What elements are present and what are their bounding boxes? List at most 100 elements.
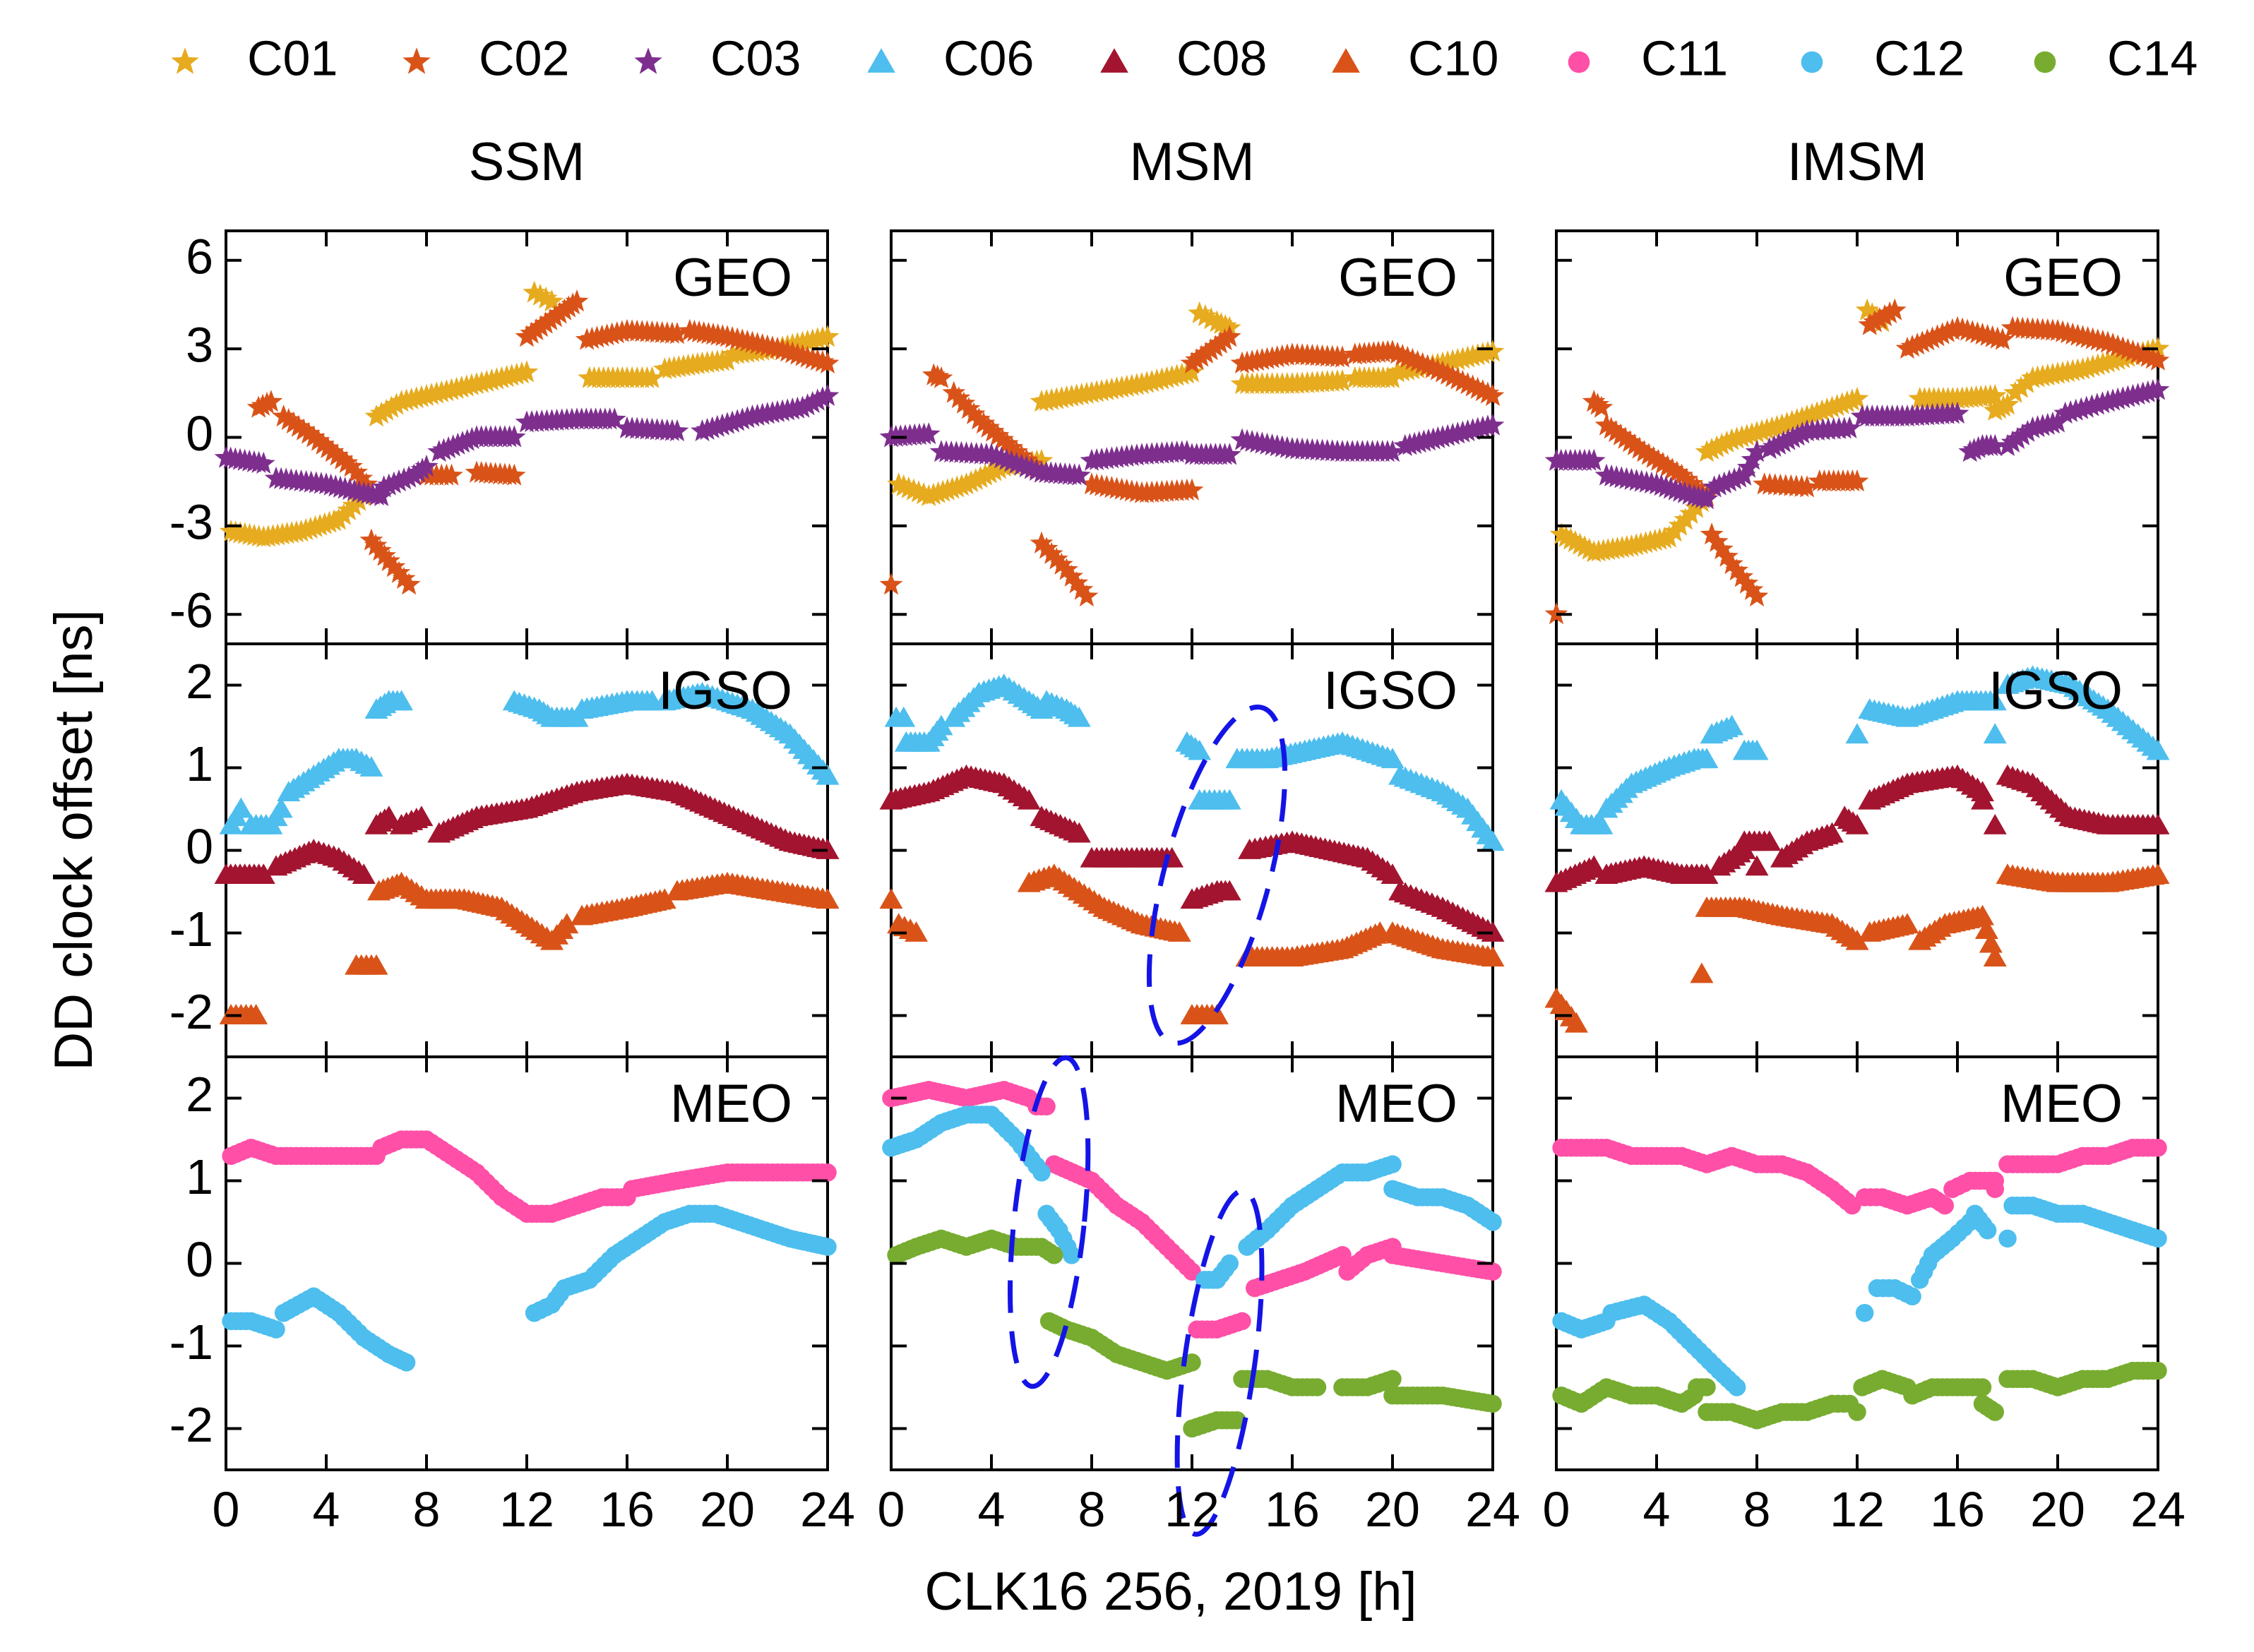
data-point bbox=[1381, 863, 1405, 884]
panel-label-igso: IGSO bbox=[1323, 661, 1457, 721]
highlight-ellipse-2 bbox=[1174, 1187, 1265, 1537]
data-point bbox=[335, 450, 359, 473]
data-point bbox=[1745, 739, 1769, 760]
data-point bbox=[1594, 413, 1618, 436]
data-point bbox=[1745, 855, 1769, 876]
data-point bbox=[1233, 1312, 1251, 1331]
data-point bbox=[2146, 863, 2170, 884]
legend-label-c14: C14 bbox=[2107, 30, 2198, 85]
series-c03 bbox=[1544, 378, 2170, 510]
x-tick-label: 4 bbox=[1643, 1482, 1671, 1537]
data-point bbox=[364, 954, 388, 975]
panel-data-2-0 bbox=[222, 1130, 837, 1372]
panel-data-2-1 bbox=[882, 1081, 1502, 1438]
data-point bbox=[1845, 386, 1869, 409]
data-point bbox=[665, 419, 689, 442]
series-c03 bbox=[879, 413, 1505, 486]
data-point bbox=[1858, 313, 1882, 335]
data-point bbox=[1199, 307, 1223, 330]
data-point bbox=[1971, 904, 1994, 926]
data-point bbox=[1845, 813, 1869, 834]
x-tick-label: 20 bbox=[700, 1482, 755, 1537]
data-point bbox=[1618, 430, 1642, 453]
legend-item-c08: C08 bbox=[1100, 30, 1267, 85]
data-point bbox=[392, 566, 416, 589]
panel-data-0-2 bbox=[1544, 298, 2170, 625]
data-point bbox=[523, 280, 547, 303]
legend-item-c01: C01 bbox=[171, 30, 338, 85]
data-point bbox=[269, 797, 293, 818]
data-point bbox=[1646, 448, 1670, 471]
data-point bbox=[359, 756, 383, 777]
data-point bbox=[1217, 325, 1241, 347]
data-point bbox=[251, 451, 275, 474]
data-point bbox=[1330, 345, 1354, 368]
y-tick-label: -6 bbox=[169, 583, 213, 638]
y-tick-label: 3 bbox=[186, 318, 213, 373]
data-point bbox=[1217, 880, 1241, 901]
data-point bbox=[1883, 298, 1907, 321]
legend-marker-c01 bbox=[171, 47, 199, 74]
data-point bbox=[1330, 369, 1354, 392]
data-point bbox=[1936, 1196, 1954, 1215]
data-point bbox=[292, 418, 316, 441]
data-point bbox=[1637, 443, 1661, 465]
series-c06 bbox=[219, 681, 840, 834]
data-point bbox=[1481, 383, 1505, 406]
data-point bbox=[440, 463, 463, 486]
series-c10 bbox=[219, 871, 840, 1024]
data-point bbox=[259, 390, 283, 412]
data-point bbox=[1586, 393, 1609, 415]
data-point bbox=[1730, 565, 1754, 587]
data-point bbox=[1067, 463, 1091, 486]
legend-label-c11: C11 bbox=[1641, 30, 1728, 85]
y-tick-label: 1 bbox=[186, 736, 213, 791]
data-point bbox=[1983, 813, 2007, 834]
data-point bbox=[816, 325, 840, 347]
data-point bbox=[1623, 433, 1647, 455]
data-point bbox=[287, 414, 311, 437]
data-point bbox=[2003, 381, 2027, 403]
data-point bbox=[1983, 383, 2007, 406]
data-point bbox=[1727, 1378, 1746, 1396]
data-point bbox=[1860, 302, 1884, 325]
x-tick-label: 12 bbox=[1164, 1482, 1220, 1537]
data-point bbox=[377, 806, 401, 827]
data-point bbox=[1188, 301, 1212, 323]
data-point bbox=[374, 398, 398, 421]
data-point bbox=[1715, 544, 1739, 567]
data-point bbox=[1383, 1155, 1402, 1173]
data-point bbox=[1188, 739, 1212, 760]
data-point bbox=[1217, 789, 1241, 810]
data-point bbox=[1050, 552, 1073, 575]
legend-item-c12: C12 bbox=[1801, 30, 1964, 85]
series-c10 bbox=[1544, 863, 2170, 1033]
data-point bbox=[1582, 390, 1606, 412]
legend-marker-c08 bbox=[1100, 48, 1128, 73]
data-point bbox=[1333, 1246, 1352, 1264]
data-point bbox=[1979, 932, 2003, 953]
panel-label-igso: IGSO bbox=[658, 661, 792, 721]
data-point bbox=[2015, 371, 2039, 393]
data-point bbox=[816, 351, 840, 373]
data-point bbox=[502, 463, 526, 486]
series-c08 bbox=[879, 764, 1505, 942]
data-point bbox=[1670, 463, 1693, 486]
data-point bbox=[410, 806, 434, 827]
data-point bbox=[1983, 723, 2007, 744]
data-point bbox=[1974, 918, 1998, 939]
data-point bbox=[879, 573, 903, 595]
data-point bbox=[415, 455, 439, 477]
data-point bbox=[1590, 395, 1614, 418]
panel-label-meo: MEO bbox=[1335, 1074, 1457, 1134]
legend-label-c02: C02 bbox=[479, 30, 569, 85]
data-point bbox=[1017, 789, 1041, 810]
data-point bbox=[1030, 448, 1054, 471]
data-point bbox=[277, 407, 301, 431]
panel-data-1-2 bbox=[1544, 665, 2170, 1033]
data-point bbox=[602, 407, 626, 430]
data-point bbox=[1855, 298, 1879, 321]
series-c03 bbox=[214, 383, 840, 506]
x-tick-label: 4 bbox=[978, 1482, 1006, 1537]
data-point bbox=[1175, 440, 1199, 462]
